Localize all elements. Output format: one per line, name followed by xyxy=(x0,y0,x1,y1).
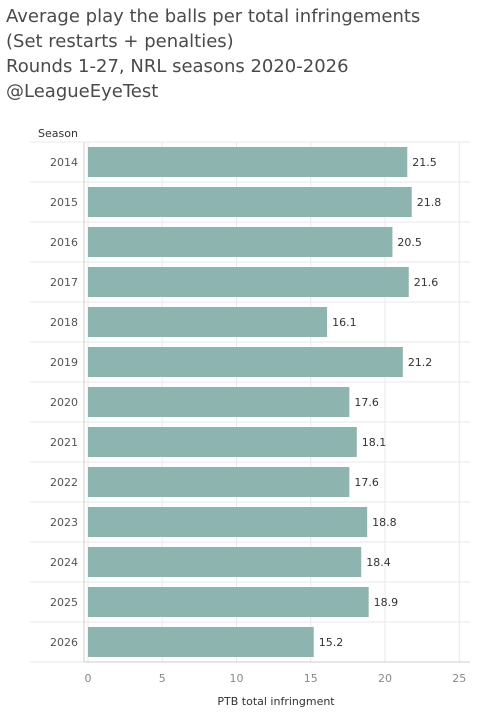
bar-2017 xyxy=(88,267,409,297)
x-tick-label-0: 0 xyxy=(85,672,92,685)
value-label-2016: 20.5 xyxy=(397,236,422,249)
bar-2015 xyxy=(88,187,412,217)
bar-2020 xyxy=(88,387,350,417)
chart-title-line-3: Rounds 1-27, NRL seasons 2020-2026 xyxy=(6,56,349,77)
x-tick-label-20: 20 xyxy=(378,672,392,685)
value-label-2020: 17.6 xyxy=(354,396,379,409)
bar-2016 xyxy=(88,227,393,257)
category-label-2021: 2021 xyxy=(50,436,78,449)
bar-2022 xyxy=(88,467,350,497)
category-label-2023: 2023 xyxy=(50,516,78,529)
value-label-2021: 18.1 xyxy=(362,436,387,449)
category-label-2026: 2026 xyxy=(50,636,78,649)
bar-2019 xyxy=(88,347,403,377)
category-labels: 2014 2015 2016 2017 2018 2019 2020 2021 2022 2023… xyxy=(50,156,78,649)
value-label-2015: 21.8 xyxy=(417,196,442,209)
category-label-2018: 2018 xyxy=(50,316,78,329)
bar-2026 xyxy=(88,627,314,657)
y-axis-header: Season xyxy=(38,127,78,140)
value-label-2014: 21.5 xyxy=(412,156,437,169)
x-axis-title: PTB total infringment xyxy=(217,695,335,708)
category-label-2020: 2020 xyxy=(50,396,78,409)
category-label-2017: 2017 xyxy=(50,276,78,289)
value-label-2019: 21.2 xyxy=(408,356,433,369)
category-label-2016: 2016 xyxy=(50,236,78,249)
x-tick-label-15: 15 xyxy=(304,672,318,685)
bars xyxy=(88,147,412,657)
chart-title-block: Average play the balls per total infring… xyxy=(6,4,482,104)
bar-2018 xyxy=(88,307,328,337)
category-label-2019: 2019 xyxy=(50,356,78,369)
bar-2021 xyxy=(88,427,357,457)
value-label-2024: 18.4 xyxy=(366,556,391,569)
x-tick-label-5: 5 xyxy=(159,672,166,685)
category-label-2014: 2014 xyxy=(50,156,78,169)
value-label-2022: 17.6 xyxy=(354,476,379,489)
x-tick-label-10: 10 xyxy=(230,672,244,685)
value-labels: 21.5 21.8 20.5 21.6 16.1 21.2 17.6 18.1 17.6 18.8… xyxy=(319,156,442,649)
bar-2014 xyxy=(88,147,408,177)
category-label-2025: 2025 xyxy=(50,596,78,609)
value-label-2023: 18.8 xyxy=(372,516,397,529)
bar-2025 xyxy=(88,587,369,617)
value-label-2025: 18.9 xyxy=(374,596,399,609)
value-label-2018: 16.1 xyxy=(332,316,357,329)
bar-2023 xyxy=(88,507,368,537)
bar-2024 xyxy=(88,547,362,577)
chart-title-line-4: @LeagueEyeTest xyxy=(6,81,159,102)
category-label-2024: 2024 xyxy=(50,556,78,569)
category-label-2022: 2022 xyxy=(50,476,78,489)
value-label-2026: 15.2 xyxy=(319,636,344,649)
x-axis-ticks: 0 5 10 15 20 25 xyxy=(85,672,467,685)
x-tick-label-25: 25 xyxy=(452,672,466,685)
category-label-2015: 2015 xyxy=(50,196,78,209)
chart-title-line-1: Average play the balls per total infring… xyxy=(6,6,421,27)
value-label-2017: 21.6 xyxy=(414,276,439,289)
chart-title-line-2: (Set restarts + penalties) xyxy=(6,31,234,52)
